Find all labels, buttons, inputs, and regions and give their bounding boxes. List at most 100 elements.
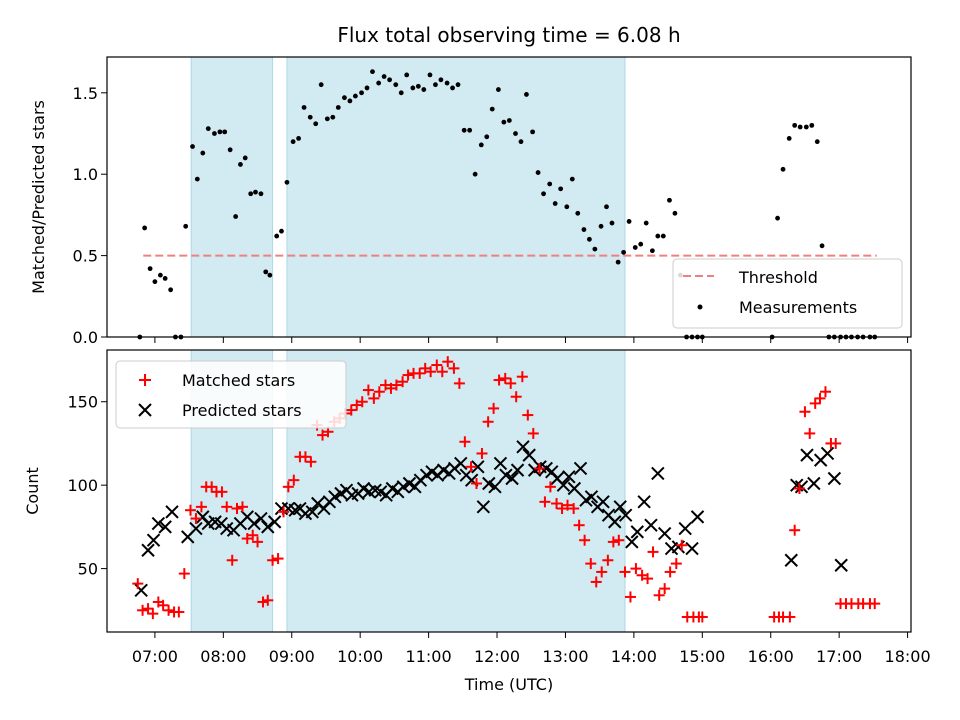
matched-star-point xyxy=(195,501,207,513)
predicted-star-point xyxy=(584,490,599,504)
measurement-point xyxy=(157,272,163,278)
measurement-point xyxy=(775,215,780,221)
matched-star-point xyxy=(262,594,274,606)
measurement-point xyxy=(472,171,478,177)
measurement-point xyxy=(587,236,592,242)
measurement-point xyxy=(547,181,553,187)
predicted-star-point xyxy=(678,521,692,536)
measurement-point xyxy=(524,92,529,97)
measurement-point xyxy=(501,119,507,125)
top-observing-windows xyxy=(190,56,626,338)
measurement-point xyxy=(484,134,490,140)
matched-star-point xyxy=(252,536,264,548)
matched-star-point xyxy=(470,477,482,489)
predicted-star-point xyxy=(151,516,166,531)
x-tick-label: 14:00 xyxy=(611,647,657,666)
measurement-point xyxy=(780,166,786,172)
matched-star-point xyxy=(137,604,149,616)
measurement-point xyxy=(615,259,621,265)
x-tick-label: 12:00 xyxy=(474,647,520,666)
measurement-point xyxy=(267,272,273,278)
measurement-point xyxy=(621,249,627,255)
measurement-point xyxy=(450,85,455,91)
matched-star-point xyxy=(653,589,665,601)
matched-star-point xyxy=(390,379,402,391)
measurement-point xyxy=(398,90,404,96)
predicted-star-point xyxy=(522,448,536,462)
measurement-point xyxy=(604,204,609,210)
measurement-point xyxy=(427,72,433,78)
predicted-star-point xyxy=(261,520,275,534)
matched-star-point xyxy=(362,384,374,396)
matched-star-point xyxy=(488,402,500,414)
matched-star-point xyxy=(453,377,465,389)
measurement-point xyxy=(564,204,570,210)
measurement-point xyxy=(598,223,604,229)
matched-star-point xyxy=(278,506,290,518)
measurement-point xyxy=(359,90,364,96)
matched-star-point xyxy=(221,501,233,513)
predicted-star-point xyxy=(158,520,172,534)
matched-star-point xyxy=(568,503,580,515)
predicted-star-point xyxy=(573,461,588,476)
predicted-star-point xyxy=(141,543,155,557)
matched-star-point xyxy=(642,573,654,585)
predicted-stars-legend-label: Predicted stars xyxy=(182,401,302,420)
measurement-point xyxy=(313,121,319,127)
matched-star-point xyxy=(670,558,682,570)
matched-stars-legend-swatch xyxy=(139,374,151,386)
matched-star-point xyxy=(231,503,243,515)
matched-star-point xyxy=(527,427,539,439)
matched-star-point xyxy=(533,462,545,474)
measurement-point xyxy=(200,150,206,156)
measurement-point xyxy=(404,72,410,78)
measurement-point xyxy=(410,85,416,91)
x-tick-label: 09:00 xyxy=(269,647,315,666)
top-y-axis-label: Matched/Predicted stars xyxy=(29,100,48,294)
measurement-point xyxy=(819,243,825,249)
predicted-star-point xyxy=(562,470,576,484)
x-tick-label: 10:00 xyxy=(337,647,383,666)
predicted-stars-legend-swatch xyxy=(138,403,152,417)
matched-star-point xyxy=(522,409,534,421)
predicted-star-point xyxy=(784,553,798,567)
measurement-point xyxy=(444,80,450,86)
measurement-point xyxy=(301,105,307,110)
matched-star-point xyxy=(647,546,659,558)
measurement-point xyxy=(569,176,575,182)
measurement-point xyxy=(455,82,461,88)
predicted-star-point xyxy=(165,505,179,519)
matched-star-point xyxy=(510,391,522,403)
measurement-point xyxy=(381,74,387,79)
measurement-point xyxy=(660,233,666,239)
measurement-point xyxy=(530,129,536,135)
measurement-point xyxy=(581,227,587,232)
measurements-legend-swatch xyxy=(697,304,703,310)
measurement-point xyxy=(183,223,189,229)
measurement-point xyxy=(222,129,228,135)
matched-star-point xyxy=(602,554,614,566)
measurement-point xyxy=(461,127,467,133)
matched-star-point xyxy=(142,603,154,615)
matched-star-point xyxy=(551,498,563,510)
matched-star-point xyxy=(499,372,511,384)
predicted-star-point xyxy=(834,558,848,572)
measurement-point xyxy=(495,87,501,92)
matched-star-point xyxy=(799,406,811,418)
top-y-tick-label: 0.5 xyxy=(73,247,98,266)
measurement-point xyxy=(649,248,655,254)
measurement-point xyxy=(803,124,809,130)
matched-star-point xyxy=(505,377,517,389)
predicted-star-point xyxy=(690,510,705,524)
measurement-point xyxy=(632,245,638,250)
matched-star-point xyxy=(493,374,505,386)
matched-star-point xyxy=(869,598,881,610)
predicted-star-point xyxy=(637,495,651,509)
measurement-point xyxy=(809,122,815,128)
measurement-point xyxy=(415,83,421,89)
measurement-point xyxy=(296,135,301,141)
matched-star-point xyxy=(590,576,602,588)
matched-star-point xyxy=(544,481,556,493)
predicted-star-point xyxy=(254,511,268,526)
measurement-point xyxy=(330,114,336,120)
